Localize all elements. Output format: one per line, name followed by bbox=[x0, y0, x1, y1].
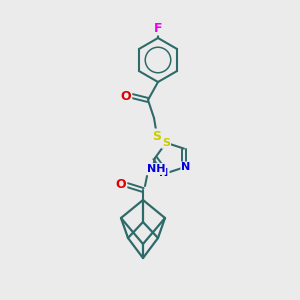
Text: N: N bbox=[159, 168, 169, 178]
Text: O: O bbox=[116, 178, 126, 191]
Text: S: S bbox=[152, 130, 161, 142]
Text: O: O bbox=[121, 89, 131, 103]
Text: NH: NH bbox=[147, 164, 165, 174]
Text: N: N bbox=[181, 162, 190, 172]
Text: S: S bbox=[162, 138, 170, 148]
Text: F: F bbox=[154, 22, 162, 34]
